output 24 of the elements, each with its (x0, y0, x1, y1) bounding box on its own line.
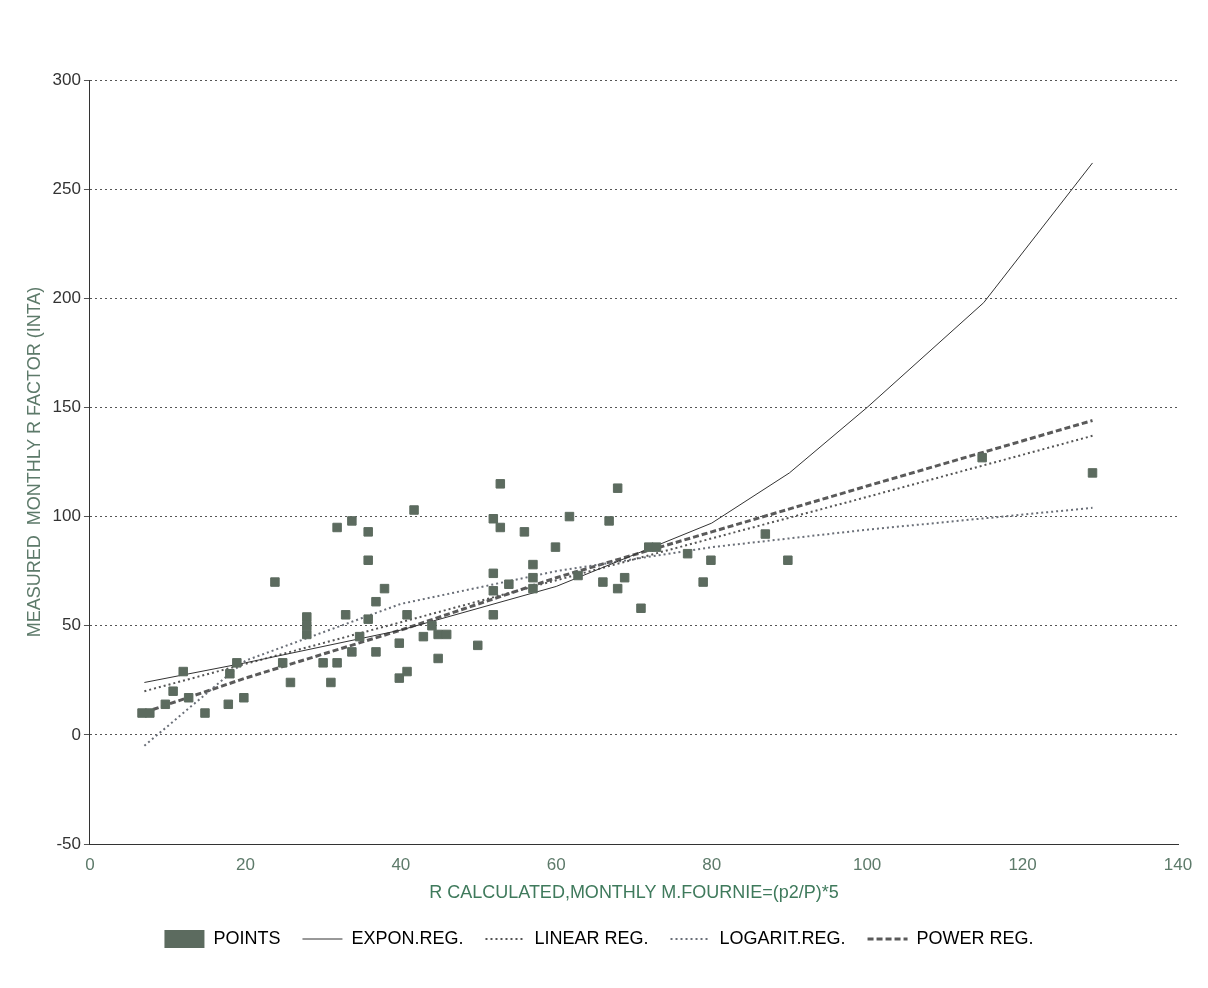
y-tick-label: 200 (52, 287, 81, 307)
x-tick-label: 100 (852, 854, 882, 874)
legend-label: LINEAR REG. (534, 927, 649, 948)
y-tick-label: -50 (56, 833, 81, 853)
legend-label: POINTS (213, 927, 281, 948)
x-tick-label: 140 (1163, 854, 1193, 874)
y-tick-label: 50 (62, 615, 81, 635)
y-tick-label: 150 (52, 397, 81, 417)
x-tick-label: 60 (546, 854, 566, 874)
x-tick-label: 40 (391, 854, 411, 874)
x-tick-label: 20 (235, 854, 255, 874)
y-axis-title: MEASURED MONTHLY R FACTOR (INTA) (23, 286, 44, 638)
y-tick-label: 300 (52, 69, 81, 89)
legend-label: POWER REG. (916, 927, 1034, 948)
line-series (143, 506, 1094, 747)
legend-label: LOGARIT.REG. (719, 927, 846, 948)
x-tick-label: 80 (702, 854, 722, 874)
legend-label: EXPON.REG. (351, 927, 464, 948)
y-tick-label: 0 (71, 724, 81, 744)
x-tick-label: 0 (85, 854, 95, 874)
y-tick-label: 100 (52, 506, 81, 526)
y-tick-label: 250 (52, 178, 81, 198)
x-axis-title: R CALCULATED,MONTHLY M.FOURNIE=(p2/P)*5 (429, 882, 839, 903)
x-tick-label: 120 (1008, 854, 1037, 874)
